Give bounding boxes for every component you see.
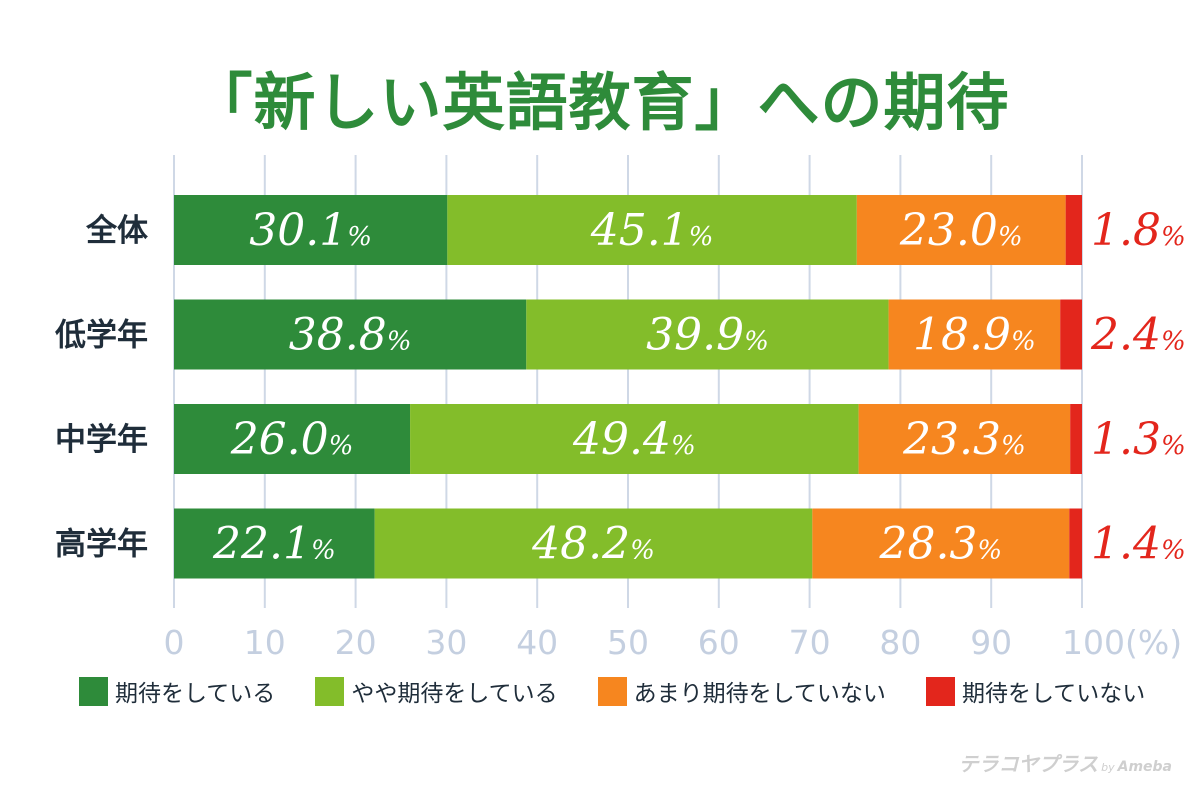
x-tick-label-0: 0	[164, 623, 185, 662]
legend-swatch-1	[315, 676, 345, 706]
x-tick-label-70: 70	[789, 623, 831, 662]
x-tick-label-40: 40	[516, 623, 558, 662]
bar-segment-2-3	[1070, 404, 1082, 474]
legend-item-1: やや期待をしている	[315, 674, 558, 708]
x-tick-label-80: 80	[879, 623, 921, 662]
bar-segment-0-3	[1065, 195, 1082, 265]
legend-item-3: 期待をしていない	[925, 674, 1146, 708]
data-label-1-3: 2.4%	[1090, 310, 1186, 361]
x-tick-label-90: 90	[970, 623, 1012, 662]
x-tick-label-20: 20	[335, 623, 377, 662]
bar-segment-1-2	[888, 299, 1061, 370]
category-label-3: 高学年	[55, 527, 148, 563]
bar-segment-0-2	[856, 195, 1066, 265]
x-tick-label-100: 100(%)	[1062, 623, 1182, 662]
data-label-0-1: 45.1%	[590, 205, 714, 256]
data-label-2-1: 49.4%	[572, 414, 696, 465]
data-label-3-1: 48.2%	[531, 519, 655, 570]
legend-swatch-0	[79, 676, 108, 706]
bar-segment-2-2	[858, 404, 1071, 474]
legend-swatch-3	[925, 676, 955, 706]
data-label-1-0: 38.8%	[289, 310, 412, 361]
data-label-1-1: 39.9%	[646, 310, 769, 361]
x-tick-label-10: 10	[244, 623, 286, 662]
chart-title: 「新しい英語教育」への期待	[190, 66, 1010, 139]
data-label-2-0: 26.0%	[230, 414, 354, 465]
bar-segment-1-3	[1060, 299, 1082, 370]
category-label-2: 中学年	[55, 422, 148, 458]
bar-segment-1-1	[526, 299, 889, 370]
legend-item-2: あまり期待をしていない	[597, 674, 886, 708]
legend-label-2: あまり期待をしていない	[633, 681, 886, 707]
bars: 30.1% 45.1% 23.0% 1.8% 38.8% 39.9% 18.9% 2.4% 26…	[174, 195, 1186, 579]
category-label-0: 全体	[85, 213, 148, 249]
data-label-0-3: 1.8%	[1091, 205, 1186, 256]
data-label-3-0: 22.1%	[212, 519, 336, 570]
bar-segment-0-0	[174, 195, 448, 265]
bar-segment-3-1	[374, 508, 813, 579]
legend-label-0: 期待をしている	[115, 681, 276, 707]
watermark: テラコヤプラス by Ameba	[959, 748, 1173, 777]
watermark-company: Ameba	[1117, 759, 1172, 775]
x-axis-ticks: 0 10 20 30 40 50 60 70 80 90 100(%)	[164, 623, 1183, 662]
legend-item-0: 期待をしている	[79, 674, 275, 708]
data-label-0-2: 23.0%	[899, 205, 1023, 256]
x-tick-label-60: 60	[698, 623, 740, 662]
data-label-3-3: 1.4%	[1091, 519, 1186, 570]
watermark-by: by	[1101, 761, 1115, 774]
legend-swatch-2	[597, 676, 627, 706]
data-label-1-2: 18.9%	[913, 310, 1036, 361]
bar-segment-3-2	[812, 508, 1070, 579]
legend: 期待をしている やや期待をしている あまり期待をしていない 期待をしていない	[79, 674, 1185, 708]
legend-label-3: 期待をしていない	[961, 681, 1146, 707]
bar-segment-2-0	[174, 404, 411, 474]
bar-segment-3-0	[174, 508, 375, 579]
bar-segment-2-1	[410, 404, 859, 474]
watermark-brand: テラコヤプラス	[958, 752, 1099, 776]
x-tick-label-30: 30	[425, 623, 467, 662]
bar-segment-3-3	[1069, 508, 1082, 579]
category-label-1: 低学年	[54, 318, 148, 354]
data-label-3-2: 28.3%	[878, 519, 1002, 570]
legend-label-1: やや期待をしている	[351, 681, 558, 707]
bar-segment-1-0	[174, 299, 527, 370]
data-label-2-2: 23.3%	[902, 414, 1026, 465]
data-label-0-0: 30.1%	[249, 205, 372, 256]
x-tick-label-50: 50	[607, 623, 649, 662]
data-label-2-3: 1.3%	[1091, 414, 1186, 465]
bar-segment-0-1	[447, 195, 857, 265]
